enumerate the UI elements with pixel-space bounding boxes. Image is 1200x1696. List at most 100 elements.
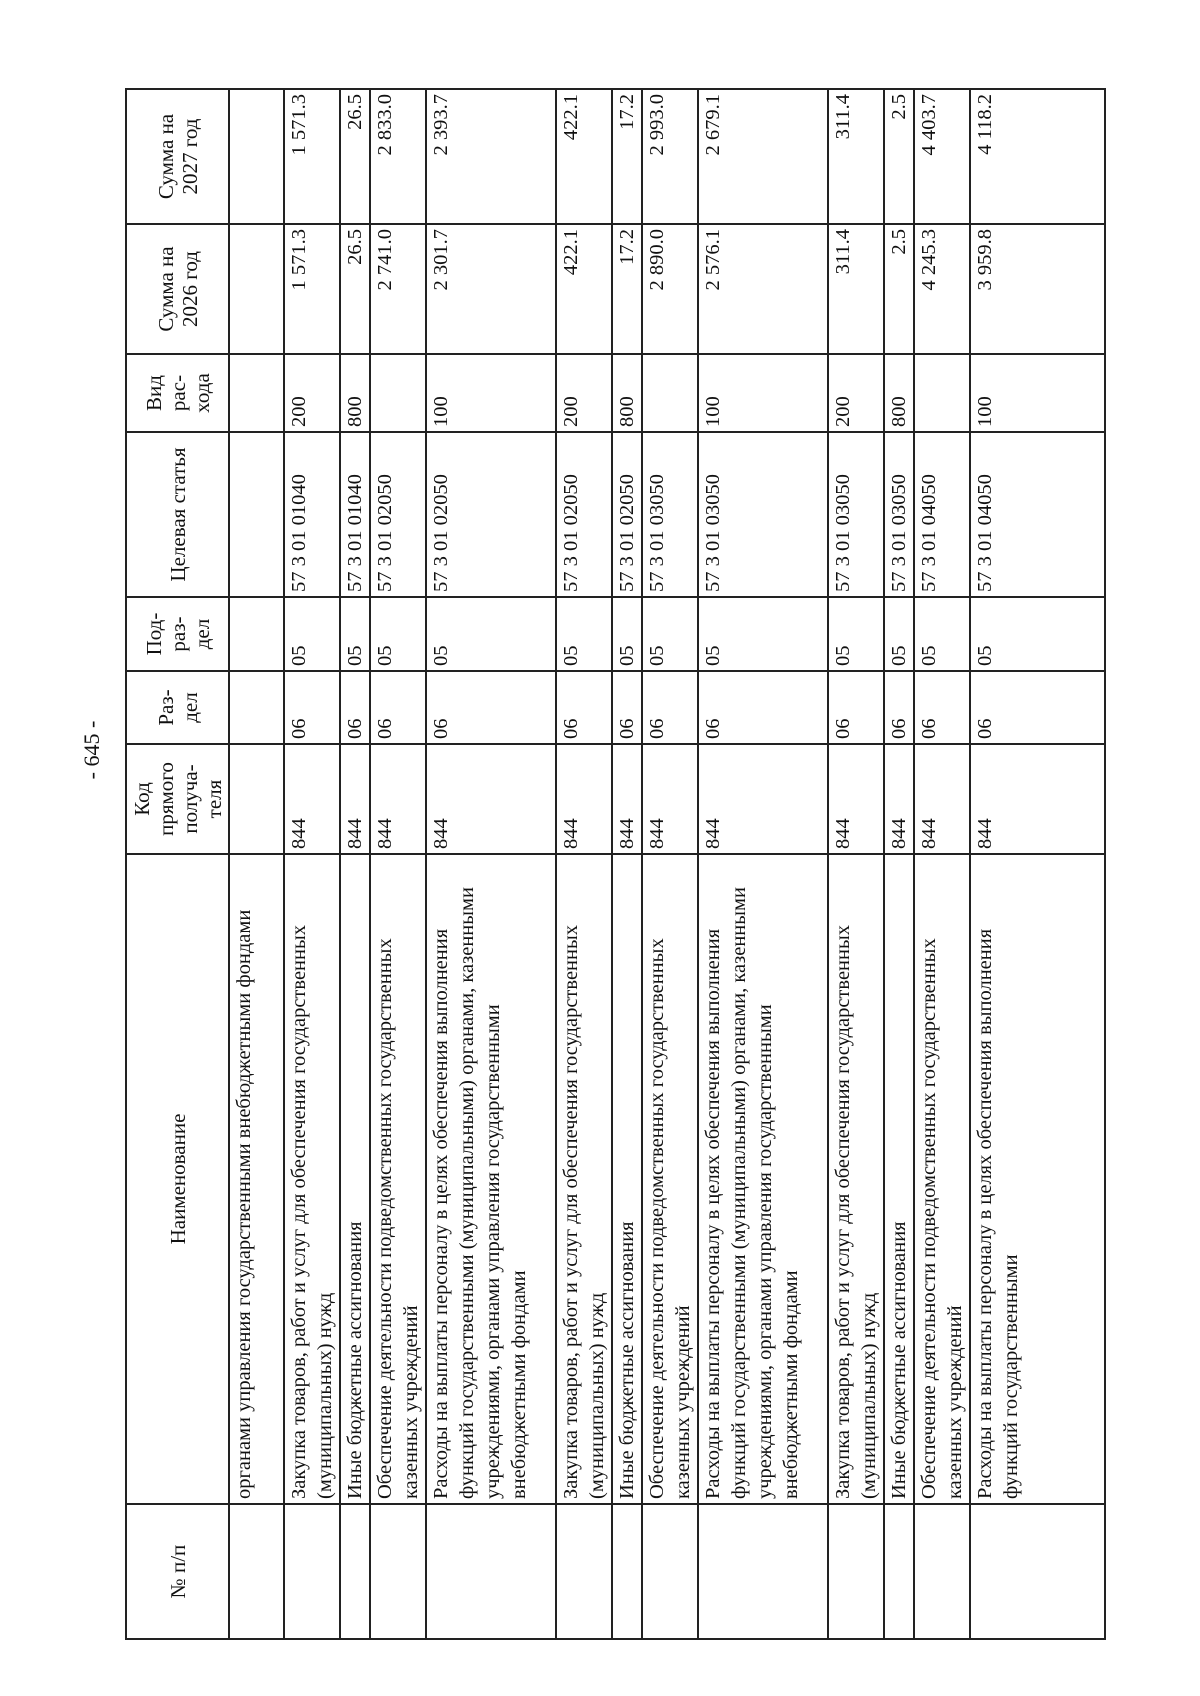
cell-podrazdel: 05 (828, 597, 884, 671)
cell-podrazdel: 05 (698, 597, 828, 671)
cell-code: 844 (914, 744, 970, 854)
cell-sum2026: 2 741.0 (370, 224, 426, 354)
cell-name: Обеспечение деятельности подведомственны… (370, 854, 426, 1504)
cell-target: 57 3 01 03050 (698, 432, 828, 597)
cell-name: Расходы на выплаты персоналу в целях обе… (426, 854, 556, 1504)
cell-vid: 800 (884, 354, 914, 432)
cell-sum2027: 4 403.7 (914, 89, 970, 224)
cell-target: 57 3 01 01040 (340, 432, 370, 597)
cell-razdel: 06 (970, 671, 1105, 744)
cell-podrazdel: 05 (370, 597, 426, 671)
cell-name: Расходы на выплаты персоналу в целях обе… (698, 854, 828, 1504)
cell-sum2027: 2.5 (884, 89, 914, 224)
header-name: Наименование (126, 854, 229, 1504)
cell-sum2027: 26.5 (340, 89, 370, 224)
cell-vid: 100 (970, 354, 1105, 432)
cell-podrazdel: 05 (556, 597, 612, 671)
cell-target: 57 3 01 02050 (370, 432, 426, 597)
cell-razdel: 06 (828, 671, 884, 744)
cell-podrazdel: 05 (340, 597, 370, 671)
header-target: Целевая статья (126, 432, 229, 597)
cell-no (229, 1504, 284, 1639)
cell-target: 57 3 01 02050 (556, 432, 612, 597)
cell-sum2026: 311.4 (828, 224, 884, 354)
cell-target: 57 3 01 02050 (612, 432, 642, 597)
header-vid: Вид рас-хода (126, 354, 229, 432)
cell-sum2026: 17.2 (612, 224, 642, 354)
cell-vid: 800 (612, 354, 642, 432)
cell-vid (914, 354, 970, 432)
cell-sum2027: 2 993.0 (642, 89, 698, 224)
cell-no (970, 1504, 1105, 1639)
cell-vid: 800 (340, 354, 370, 432)
cell-no (914, 1504, 970, 1639)
cell-podrazdel: 05 (884, 597, 914, 671)
cell-code: 844 (642, 744, 698, 854)
table-row: Закупка товаров, работ и услуг для обесп… (284, 89, 340, 1639)
cell-razdel: 06 (642, 671, 698, 744)
cell-code (229, 744, 284, 854)
cell-name: органами управления государственными вне… (229, 854, 284, 1504)
cell-vid: 200 (556, 354, 612, 432)
cell-vid: 200 (284, 354, 340, 432)
rotated-page: - 645 - № п/п Наименование Код прямого пол… (79, 89, 1105, 1640)
cell-no (370, 1504, 426, 1639)
cell-target (229, 432, 284, 597)
cell-vid (229, 354, 284, 432)
cell-razdel: 06 (284, 671, 340, 744)
cell-sum2026: 2 890.0 (642, 224, 698, 354)
header-podrazdel: Под-раз-дел (126, 597, 229, 671)
cell-sum2026: 422.1 (556, 224, 612, 354)
cell-name: Иные бюджетные ассигнования (612, 854, 642, 1504)
cell-sum2027: 311.4 (828, 89, 884, 224)
cell-vid: 200 (828, 354, 884, 432)
header-code: Код прямого получа-теля (126, 744, 229, 854)
cell-no (698, 1504, 828, 1639)
cell-podrazdel: 05 (914, 597, 970, 671)
cell-sum2026: 2 301.7 (426, 224, 556, 354)
table-row: Расходы на выплаты персоналу в целях обе… (970, 89, 1105, 1639)
cell-code: 844 (370, 744, 426, 854)
cell-sum2026 (229, 224, 284, 354)
cell-name: Обеспечение деятельности подведомственны… (914, 854, 970, 1504)
cell-sum2026: 4 245.3 (914, 224, 970, 354)
cell-sum2027: 2 833.0 (370, 89, 426, 224)
cell-razdel: 06 (340, 671, 370, 744)
cell-no (284, 1504, 340, 1639)
cell-vid (370, 354, 426, 432)
budget-table: № п/п Наименование Код прямого получа-теля… (125, 88, 1106, 1640)
cell-target: 57 3 01 01040 (284, 432, 340, 597)
header-sum-2026: Сумма на 2026 год (126, 224, 229, 354)
cell-podrazdel: 05 (284, 597, 340, 671)
table-row: Иные бюджетные ассигнования 844 06 05 57 3 0… (340, 89, 370, 1639)
cell-sum2027: 17.2 (612, 89, 642, 224)
cell-sum2026: 1 571.3 (284, 224, 340, 354)
cell-code: 844 (828, 744, 884, 854)
cell-sum2027: 1 571.3 (284, 89, 340, 224)
cell-sum2026: 2.5 (884, 224, 914, 354)
cell-sum2027: 2 393.7 (426, 89, 556, 224)
table-row: органами управления государственными вне… (229, 89, 284, 1639)
cell-sum2026: 26.5 (340, 224, 370, 354)
cell-razdel: 06 (698, 671, 828, 744)
cell-no (556, 1504, 612, 1639)
cell-target: 57 3 01 04050 (914, 432, 970, 597)
cell-podrazdel: 05 (426, 597, 556, 671)
table-row: Расходы на выплаты персоналу в целях обе… (426, 89, 556, 1639)
page-number: - 645 - (79, 720, 104, 780)
cell-name: Иные бюджетные ассигнования (340, 854, 370, 1504)
cell-target: 57 3 01 03050 (828, 432, 884, 597)
cell-no (612, 1504, 642, 1639)
cell-sum2027: 2 679.1 (698, 89, 828, 224)
table-row: Обеспечение деятельности подведомственны… (642, 89, 698, 1639)
table-row: Иные бюджетные ассигнования 844 06 05 57 3 0… (612, 89, 642, 1639)
table-row: Закупка товаров, работ и услуг для обесп… (556, 89, 612, 1639)
cell-sum2026: 3 959.8 (970, 224, 1105, 354)
cell-code: 844 (970, 744, 1105, 854)
table-row: Расходы на выплаты персоналу в целях обе… (698, 89, 828, 1639)
cell-sum2027 (229, 89, 284, 224)
cell-razdel (229, 671, 284, 744)
cell-target: 57 3 01 04050 (970, 432, 1105, 597)
cell-razdel: 06 (914, 671, 970, 744)
cell-podrazdel: 05 (642, 597, 698, 671)
